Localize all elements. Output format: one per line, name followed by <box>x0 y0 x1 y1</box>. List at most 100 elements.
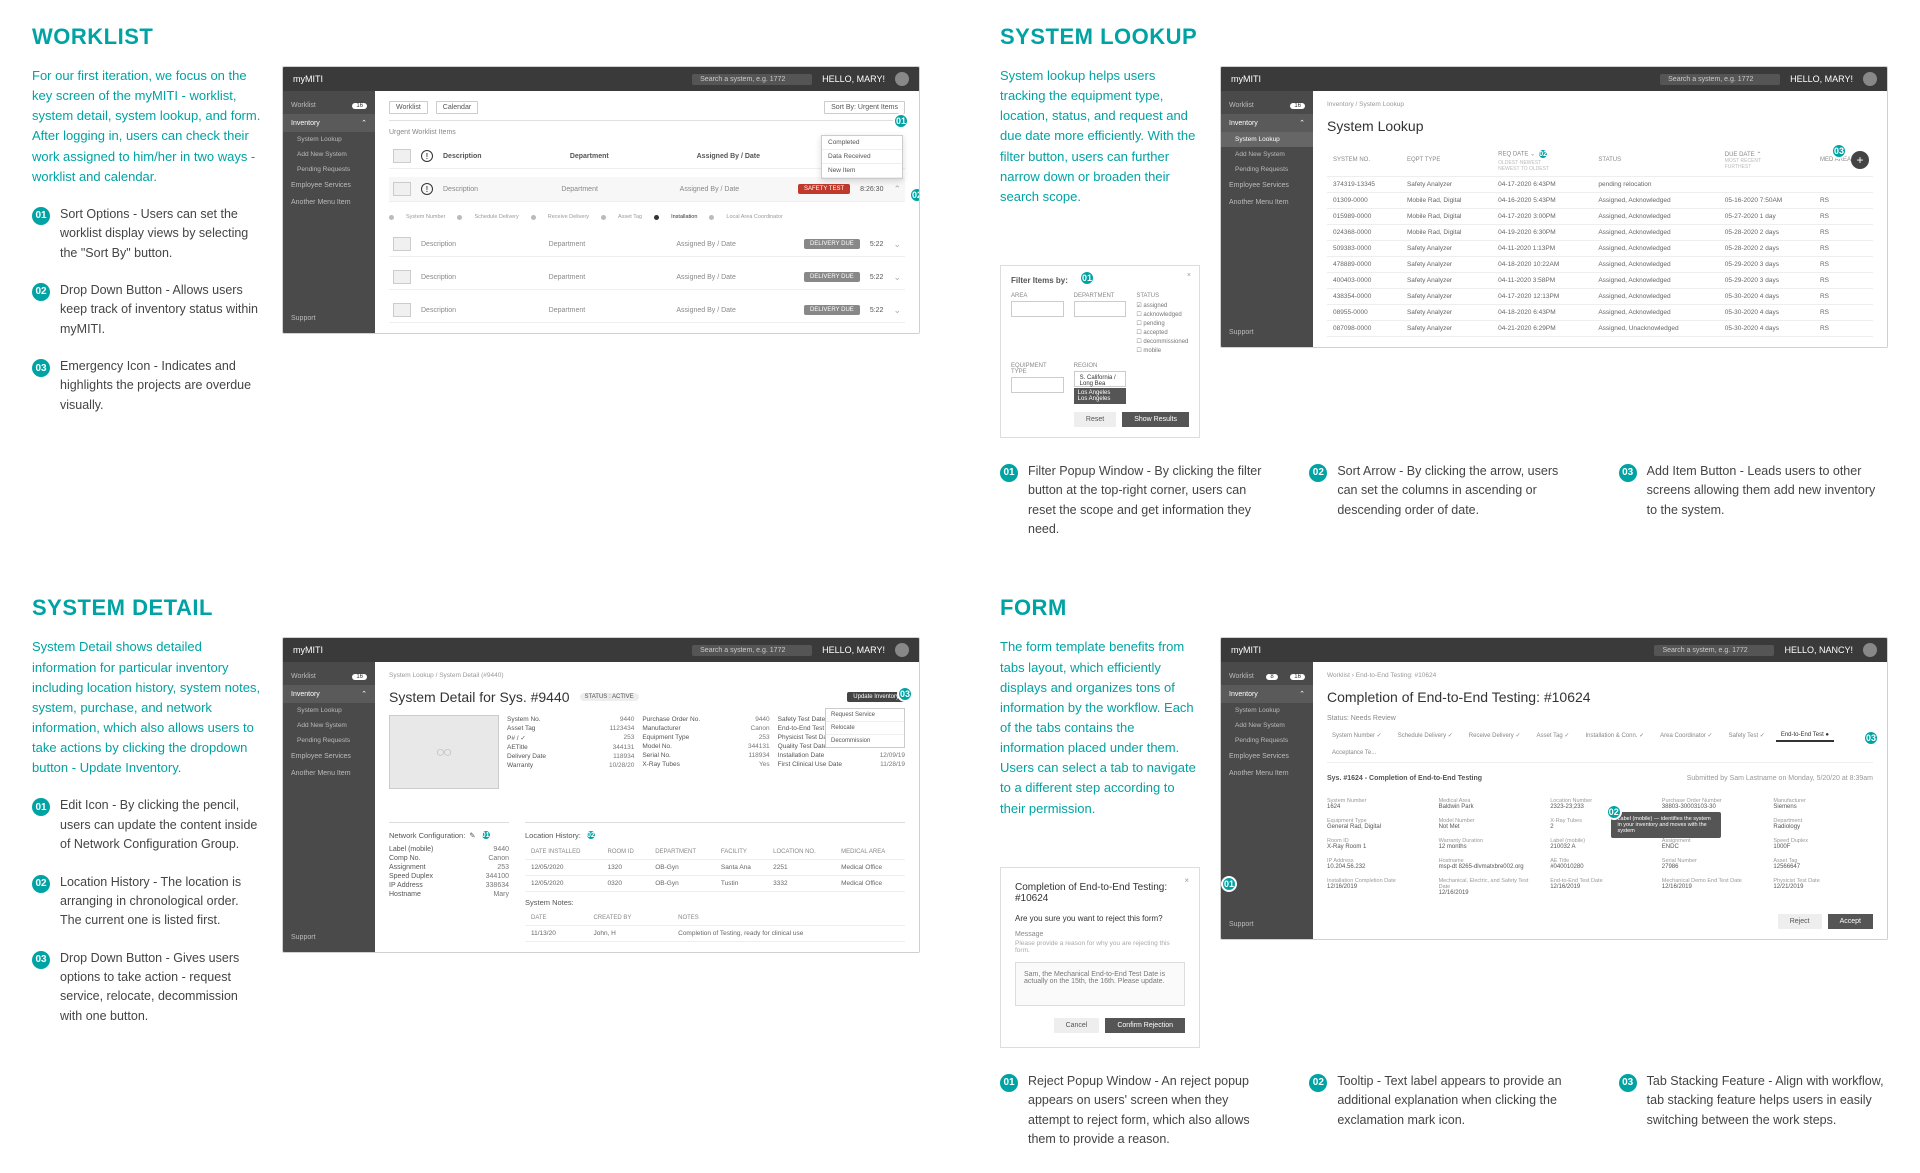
col-desc: Description <box>443 153 560 160</box>
accept-button[interactable]: Accept <box>1828 914 1873 929</box>
detail-title: SYSTEM DETAIL <box>32 595 920 621</box>
page-title: System Detail for Sys. #9440 <box>389 689 570 705</box>
search-input[interactable]: Search a system, e.g. 1772 <box>1660 74 1780 85</box>
col-dept: Department <box>570 153 687 160</box>
fld-dept: DEPARTMENT <box>1074 293 1127 299</box>
status-badge: DELIVERY DUE <box>804 305 860 315</box>
status-checklist[interactable]: ☑ assigned ☐ acknowledged ☐ pending ☐ ac… <box>1136 301 1189 355</box>
reject-message-input[interactable]: Sam, the Mechanical End-to-End Test Date… <box>1015 962 1185 1006</box>
dd-request-service[interactable]: Request Service <box>826 709 904 722</box>
section-form: FORM The form template benefits from tab… <box>1000 595 1888 1149</box>
lookup-a1: Filter Popup Window - By clicking the fi… <box>1028 462 1269 540</box>
dd-relocate[interactable]: Relocate <box>826 722 904 735</box>
callout-02: 02 <box>585 829 597 841</box>
add-item-button[interactable]: + <box>1851 151 1869 169</box>
dd-opt-0[interactable]: Completed <box>822 136 902 150</box>
callout-03: 03 <box>1831 143 1847 159</box>
tab-worklist[interactable]: Worklist <box>389 101 428 114</box>
form-subtitle: Sys. #1624 - Completion of End-to-End Te… <box>1327 775 1482 782</box>
lookup-a2: Sort Arrow - By clicking the arrow, user… <box>1337 462 1578 520</box>
tab-calendar[interactable]: Calendar <box>436 101 478 114</box>
tooltip: Label (mobile) — identifies the system i… <box>1611 812 1721 838</box>
worklist-badge: 16 <box>352 103 367 109</box>
worklist-p1: Sort Options - Users can set the worklis… <box>60 205 262 263</box>
sb-pending[interactable]: Pending Requests <box>283 162 375 177</box>
status-badge: DELIVERY DUE <box>804 272 860 282</box>
status-label: Status: Needs Review <box>1327 715 1873 722</box>
breadcrumb: System Lookup / System Detail (#9440) <box>389 672 905 679</box>
lookup-intro: System lookup helps users tracking the e… <box>1000 66 1200 207</box>
cancel-button[interactable]: Cancel <box>1054 1018 1100 1033</box>
brand: myMITI <box>293 74 323 84</box>
sb-add[interactable]: Add New System <box>283 147 375 162</box>
avatar[interactable] <box>895 72 909 86</box>
close-icon[interactable]: × <box>1187 272 1191 279</box>
sb-support[interactable]: Support <box>283 310 375 327</box>
eqpt-input[interactable] <box>1011 377 1064 393</box>
edit-icon[interactable]: ✎ <box>469 831 475 840</box>
fld-area: AREA <box>1011 293 1064 299</box>
callout-01: 01 <box>893 113 909 129</box>
callout-01: 01 <box>1079 270 1095 286</box>
msg-placeholder: Please provide a reason for why you are … <box>1015 940 1185 954</box>
show-results-button[interactable]: Show Results <box>1122 412 1189 427</box>
workflow-steps: System Number Schedule Delivery Receive … <box>389 214 905 220</box>
sort-dropdown[interactable]: Completed Data Received New Item <box>821 135 903 179</box>
fld-status: STATUS <box>1136 293 1189 299</box>
breadcrumb: Inventory / System Lookup <box>1327 101 1873 108</box>
form-title: FORM <box>1000 595 1888 621</box>
row-time: 8:26:30 <box>860 186 883 193</box>
form-a1: Reject Popup Window - An reject popup ap… <box>1028 1072 1269 1150</box>
row-dept: Department <box>561 186 669 193</box>
confirm-rejection-button[interactable]: Confirm Rejection <box>1105 1018 1185 1033</box>
equipment-image: ◯◯ <box>389 715 499 789</box>
system-notes-title: System Notes: <box>525 898 905 907</box>
detail-p2: Location History - The location is arran… <box>60 873 262 931</box>
reject-button[interactable]: Reject <box>1778 914 1822 929</box>
section-lookup: SYSTEM LOOKUP System lookup helps users … <box>1000 24 1888 539</box>
search-input[interactable]: Search a system, e.g. 1772 <box>692 74 812 85</box>
sb-lookup[interactable]: System Lookup <box>1221 132 1313 147</box>
callout-02: 02 <box>1537 148 1549 160</box>
sb-lookup[interactable]: System Lookup <box>283 132 375 147</box>
form-screenshot: myMITISearch a system, e.g. 1772HELLO, N… <box>1220 637 1888 940</box>
worklist-intro: For our first iteration, we focus on the… <box>32 66 262 187</box>
dd-opt-1[interactable]: Data Received <box>822 150 902 164</box>
page-title: System Lookup <box>1327 118 1873 134</box>
workflow-tabs[interactable]: System Number ✓Schedule Delivery ✓Receiv… <box>1327 730 1873 763</box>
close-icon[interactable]: × <box>1184 876 1189 885</box>
submitted-by: Submitted by Sam Lastname on Monday, 5/2… <box>1687 775 1873 782</box>
callout-03: 03 <box>1863 730 1879 746</box>
msg-label: Message <box>1015 931 1185 938</box>
row-desc: Description <box>443 186 551 193</box>
worklist-title: WORKLIST <box>32 24 920 50</box>
dept-input[interactable] <box>1074 301 1127 317</box>
dd-opt-2[interactable]: New Item <box>822 164 902 178</box>
sb-employee[interactable]: Employee Services <box>283 177 375 194</box>
greeting: HELLO, MARY! <box>822 74 885 84</box>
num-02: 02 <box>32 283 50 301</box>
sb-inventory[interactable]: Inventory <box>291 120 320 127</box>
avatar[interactable] <box>1863 72 1877 86</box>
section-detail: SYSTEM DETAIL System Detail shows detail… <box>32 595 920 1149</box>
col-assigned: Assigned By / Date <box>697 153 814 160</box>
reset-button[interactable]: Reset <box>1074 412 1116 427</box>
chevron-up-icon[interactable]: ⌃ <box>893 184 901 195</box>
sb-worklist[interactable]: Worklist <box>291 102 316 109</box>
location-history-title: Location History: <box>525 831 581 840</box>
fld-eqpt: EQUIPMENT TYPE <box>1011 363 1064 375</box>
region-select[interactable]: S. California / Long Bea <box>1074 371 1127 387</box>
dd-decommission[interactable]: Decommission <box>826 735 904 747</box>
form-fields-grid: System Number1624Medical AreaBaldwin Par… <box>1327 798 1873 896</box>
area-input[interactable] <box>1011 301 1064 317</box>
worklist-p2: Drop Down Button - Allows users keep tra… <box>60 281 262 339</box>
worklist-p3: Emergency Icon - Indicates and highlight… <box>60 357 262 415</box>
thumb-icon <box>393 182 411 196</box>
sort-by-button[interactable]: Sort By: Urgent Items <box>824 101 905 114</box>
sb-another[interactable]: Another Menu Item <box>283 194 375 211</box>
worklist-screenshot: myMITI Search a system, e.g. 1772 HELLO,… <box>282 66 920 334</box>
lookup-title: SYSTEM LOOKUP <box>1000 24 1888 50</box>
breadcrumb: Worklist › End-to-End Testing: #10624 <box>1327 672 1873 679</box>
num-03: 03 <box>32 359 50 377</box>
callout-02: 02 <box>909 187 920 203</box>
